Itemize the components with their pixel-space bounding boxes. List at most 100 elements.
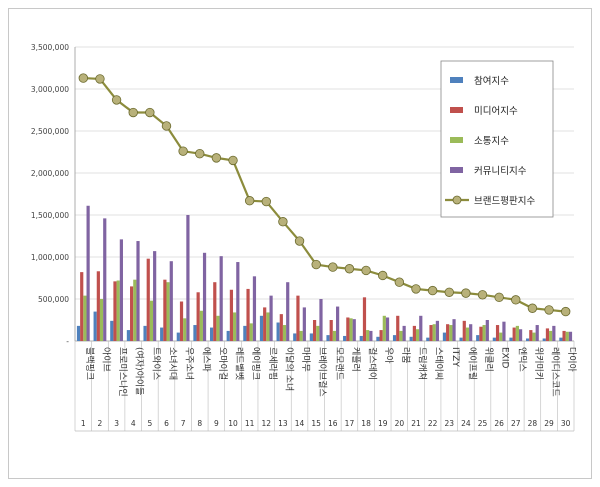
rank-label: 24 xyxy=(461,419,471,428)
bar-2-2 xyxy=(96,271,100,341)
rank-label: 16 xyxy=(328,419,338,428)
bar-3-17 xyxy=(349,318,353,341)
rank-label: 7 xyxy=(181,419,186,428)
bar-3-5 xyxy=(149,300,154,341)
bar-2-19 xyxy=(379,330,383,341)
chart-frame: - 500,000 1,000,000 1,500,000 2,000,000 2,500… xyxy=(8,8,592,479)
category-label: 걸스데이 xyxy=(367,347,378,380)
category-label: 위클리 xyxy=(483,347,494,372)
bar-4-19 xyxy=(385,317,390,341)
bar-3-30 xyxy=(565,331,569,341)
legend-swatch xyxy=(450,137,463,143)
bar-3-10 xyxy=(233,312,237,341)
bar-1-4 xyxy=(126,330,131,341)
x-axis: 블랙핑크 1 아이브 2 프로미스나인 3 (여자)아이들 4 트와이스 5 소녀시대 6 우주소녀 7 에… xyxy=(74,341,577,432)
bar-2-14 xyxy=(296,295,300,341)
bar-3-21 xyxy=(415,329,420,341)
bar-4-11 xyxy=(252,276,257,341)
bar-3-4 xyxy=(133,279,137,341)
bar-1-20 xyxy=(392,335,397,341)
rank-label: 1 xyxy=(81,419,86,428)
y-tick-label: 500,000 xyxy=(38,295,69,304)
legend-marker xyxy=(452,195,462,205)
bar-3-12 xyxy=(266,312,270,341)
brand-index-point-18 xyxy=(361,265,371,276)
bar-4-7 xyxy=(186,215,190,341)
bar-2-11 xyxy=(246,288,250,341)
bar-1-15 xyxy=(309,333,313,341)
rank-label: 14 xyxy=(295,419,305,428)
bar-1-28 xyxy=(526,338,530,341)
bar-4-20 xyxy=(402,325,406,341)
bar-3-13 xyxy=(282,325,287,341)
bar-2-18 xyxy=(362,297,367,341)
bar-3-3 xyxy=(116,280,120,341)
rank-label: 30 xyxy=(561,419,571,428)
rank-label: 28 xyxy=(528,419,538,428)
bar-2-26 xyxy=(495,325,500,341)
brand-index-point-8 xyxy=(195,148,205,159)
bar-2-24 xyxy=(462,320,466,341)
legend-label: 커뮤니티지수 xyxy=(474,166,527,177)
category-label: 르세라핌 xyxy=(267,347,278,380)
bar-2-4 xyxy=(130,286,134,341)
brand-index-point-6 xyxy=(161,121,172,131)
bar-2-20 xyxy=(396,315,400,341)
brand-reputation-line xyxy=(78,73,571,317)
rank-label: 22 xyxy=(428,419,438,428)
legend-swatch xyxy=(450,167,463,173)
category-label: 우주소녀 xyxy=(184,347,195,380)
brand-index-point-20 xyxy=(394,277,405,287)
rank-label: 5 xyxy=(147,419,152,428)
bar-4-28 xyxy=(535,325,539,341)
category-label: 스테이씨 xyxy=(433,347,444,380)
category-label: 마마무 xyxy=(300,347,311,372)
bar-1-22 xyxy=(426,337,430,341)
brand-index-point-29 xyxy=(544,305,554,315)
brand-index-point-26 xyxy=(494,292,504,303)
y-tick-label: 1,000,000 xyxy=(31,253,69,262)
brand-index-point-22 xyxy=(427,285,438,296)
rank-label: 4 xyxy=(131,419,136,428)
bar-1-14 xyxy=(293,333,297,341)
rank-label: 25 xyxy=(478,419,488,428)
bar-4-23 xyxy=(452,319,456,341)
legend-swatch xyxy=(450,77,463,83)
bar-1-1 xyxy=(76,325,81,341)
bar-3-6 xyxy=(166,282,170,341)
bar-2-12 xyxy=(263,307,267,341)
brand-index-point-2 xyxy=(95,74,105,84)
brand-index-point-1 xyxy=(78,73,89,83)
y-tick-label: 1,500,000 xyxy=(31,211,69,220)
bar-3-15 xyxy=(316,325,320,341)
bar-2-9 xyxy=(213,282,217,341)
bar-1-9 xyxy=(209,327,214,341)
bar-4-9 xyxy=(219,256,223,341)
bar-2-29 xyxy=(545,328,550,341)
bar-3-22 xyxy=(432,324,436,341)
bar-2-8 xyxy=(196,292,200,341)
brand-index-point-11 xyxy=(244,196,255,206)
bar-1-21 xyxy=(409,336,413,341)
brand-index-point-30 xyxy=(560,306,571,317)
bar-3-23 xyxy=(449,325,453,341)
bar-4-1 xyxy=(86,205,90,341)
bar-4-10 xyxy=(236,262,240,341)
bar-3-25 xyxy=(482,325,486,341)
bar-1-12 xyxy=(259,315,264,341)
category-label: 위키미키 xyxy=(533,347,544,380)
bar-1-6 xyxy=(160,327,164,341)
gridlines xyxy=(74,46,574,342)
brand-index-point-7 xyxy=(178,146,188,156)
bar-3-16 xyxy=(332,330,337,341)
bar-1-5 xyxy=(143,325,147,341)
bar-2-3 xyxy=(113,281,117,341)
brand-index-point-19 xyxy=(378,270,388,281)
bar-3-1 xyxy=(83,295,87,341)
bar-2-10 xyxy=(229,289,234,341)
bar-1-16 xyxy=(326,335,330,341)
category-label: 케플러 xyxy=(350,347,361,372)
category-label: 레드벨벳 xyxy=(234,347,245,380)
bar-4-6 xyxy=(169,261,173,341)
bar-2-25 xyxy=(479,326,483,341)
